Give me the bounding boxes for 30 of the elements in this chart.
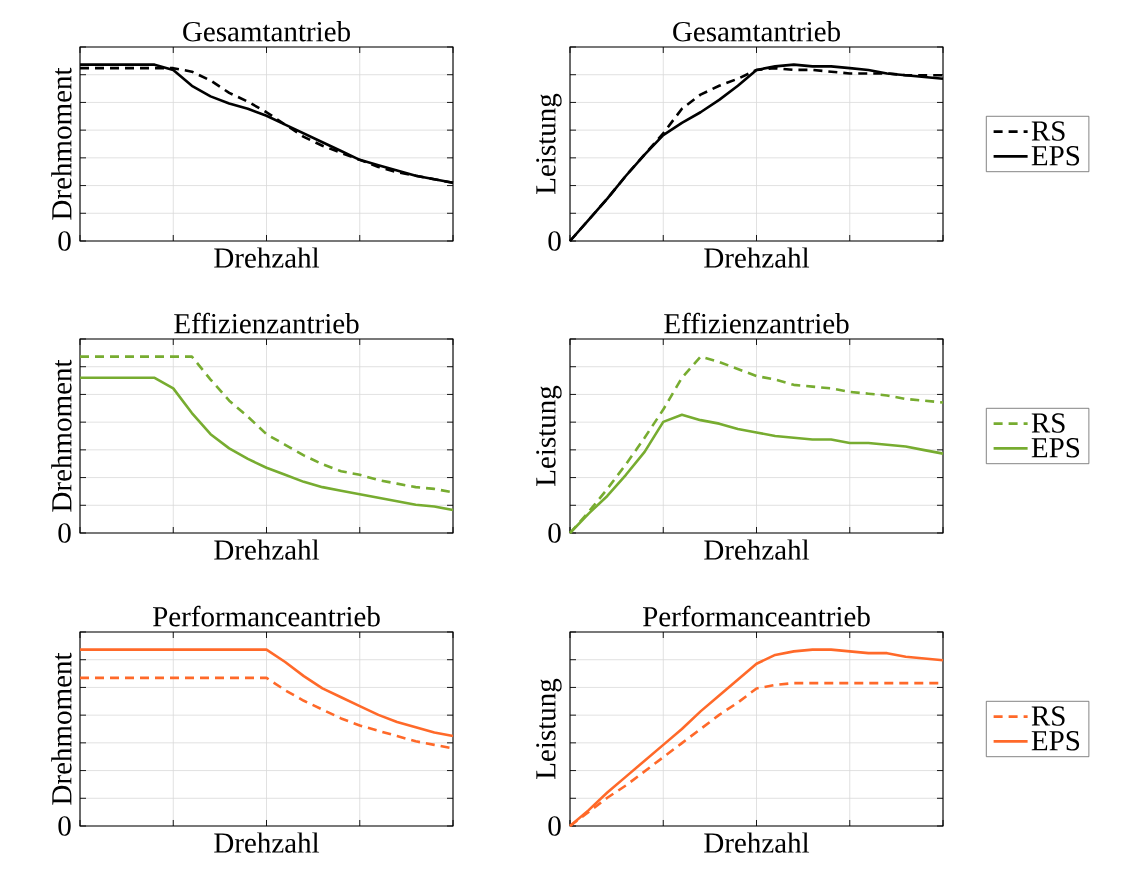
y-axis-title: Drehmoment xyxy=(51,359,72,512)
text: 0 xyxy=(548,816,561,836)
y-axis-title: Drehmoment xyxy=(51,652,72,805)
chart-title: Performanceantrieb xyxy=(153,605,380,627)
text: 0 xyxy=(548,523,561,543)
text: 0 xyxy=(58,231,71,251)
text: 0 xyxy=(548,231,561,251)
y-axis-title: Leistung xyxy=(536,93,562,194)
y-axis-title: Leistung xyxy=(536,678,562,779)
legend-label: EPS xyxy=(1031,146,1080,166)
legend-label: EPS xyxy=(1031,438,1080,458)
chart-title: Gesamtantrieb xyxy=(183,21,350,42)
x-axis-title: Drehzahl xyxy=(214,247,320,268)
text: 0 xyxy=(58,523,71,543)
text: 0 xyxy=(58,816,71,836)
x-axis-title: Drehzahl xyxy=(214,539,320,560)
legend-label: EPS xyxy=(1031,731,1080,751)
x-axis-title: Drehzahl xyxy=(704,247,810,268)
y-axis-title: Drehmoment xyxy=(51,67,72,220)
y-axis-title: Leistung xyxy=(536,385,562,486)
x-axis-title: Drehzahl xyxy=(704,832,810,853)
legend-label: RS xyxy=(1031,121,1065,141)
legend-label: RS xyxy=(1031,706,1065,726)
x-axis-title: Drehzahl xyxy=(704,539,810,560)
chart-title: Effizienzantrieb xyxy=(174,312,359,334)
x-axis-title: Drehzahl xyxy=(214,832,320,853)
legend-label: RS xyxy=(1031,413,1065,433)
chart-title: Effizienzantrieb xyxy=(664,312,849,334)
chart-title: Gesamtantrieb xyxy=(673,21,840,42)
chart-title: Performanceantrieb xyxy=(643,605,870,627)
